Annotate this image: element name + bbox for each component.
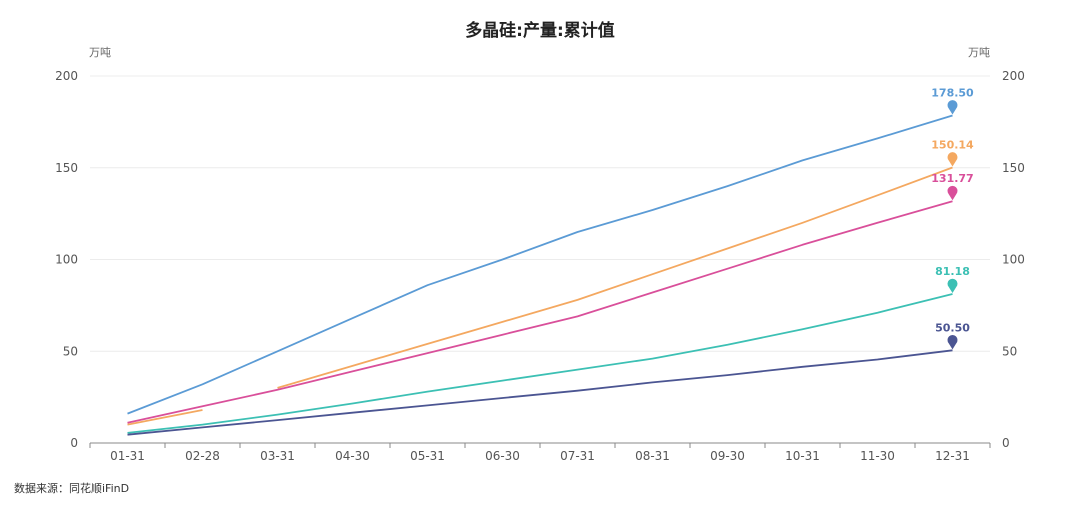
series-line <box>127 409 203 426</box>
y-tick-label-right: 200 <box>1002 69 1025 83</box>
x-tick-label: 07-31 <box>560 449 595 463</box>
series-layer <box>127 114 953 436</box>
x-tick-label: 12-31 <box>935 449 970 463</box>
x-tick-label: 10-31 <box>785 449 820 463</box>
x-tick-label: 09-30 <box>710 449 745 463</box>
end-point-marker <box>947 100 958 115</box>
data-label: 131.77 <box>931 172 973 185</box>
x-tick-label: 01-31 <box>110 449 145 463</box>
y-tick-label-right: 150 <box>1002 161 1025 175</box>
y-tick-label-left: 200 <box>55 69 78 83</box>
y-tick-label-left: 100 <box>55 253 78 267</box>
end-point-marker <box>947 152 958 167</box>
y-tick-label-left: 0 <box>70 436 78 450</box>
x-tick-label: 11-30 <box>860 449 895 463</box>
y-tick-label-right: 0 <box>1002 436 1010 450</box>
y-axis-unit-left: 万吨 <box>89 46 111 59</box>
series-line <box>127 114 953 415</box>
y-tick-label-left: 50 <box>63 344 78 358</box>
series-line <box>127 293 953 434</box>
series-line <box>127 200 953 424</box>
x-tick-label: 02-28 <box>185 449 220 463</box>
data-label: 150.14 <box>931 138 974 151</box>
data-label: 50.50 <box>935 321 970 334</box>
x-tick-label: 03-31 <box>260 449 295 463</box>
source-note: 数据来源：同花顺iFinD <box>14 482 130 495</box>
data-label: 81.18 <box>935 265 970 278</box>
grid-layer <box>90 75 990 352</box>
label-layer: 178.50 150.14 131.77 81.18 50.50 <box>931 86 974 350</box>
end-point-marker <box>947 335 958 350</box>
y-axis-unit-right: 万吨 <box>968 46 990 59</box>
axis-layer: 0 0 50 50 100 100 150 150 200 200 01-31 02-28 03-31 0… <box>55 69 1025 463</box>
series-line <box>127 349 953 436</box>
y-tick-label-right: 50 <box>1002 344 1017 358</box>
series-line <box>277 166 953 389</box>
x-tick-label: 06-30 <box>485 449 520 463</box>
y-tick-label-left: 150 <box>55 161 78 175</box>
x-tick-label: 04-30 <box>335 449 370 463</box>
end-point-marker <box>947 278 958 294</box>
y-tick-label-right: 100 <box>1002 253 1025 267</box>
data-label: 178.50 <box>931 86 974 99</box>
chart-title: 多晶硅:产量:累计值 <box>465 21 615 41</box>
end-point-marker <box>947 185 958 201</box>
x-tick-label: 08-31 <box>635 449 670 463</box>
x-tick-label: 05-31 <box>410 449 445 463</box>
